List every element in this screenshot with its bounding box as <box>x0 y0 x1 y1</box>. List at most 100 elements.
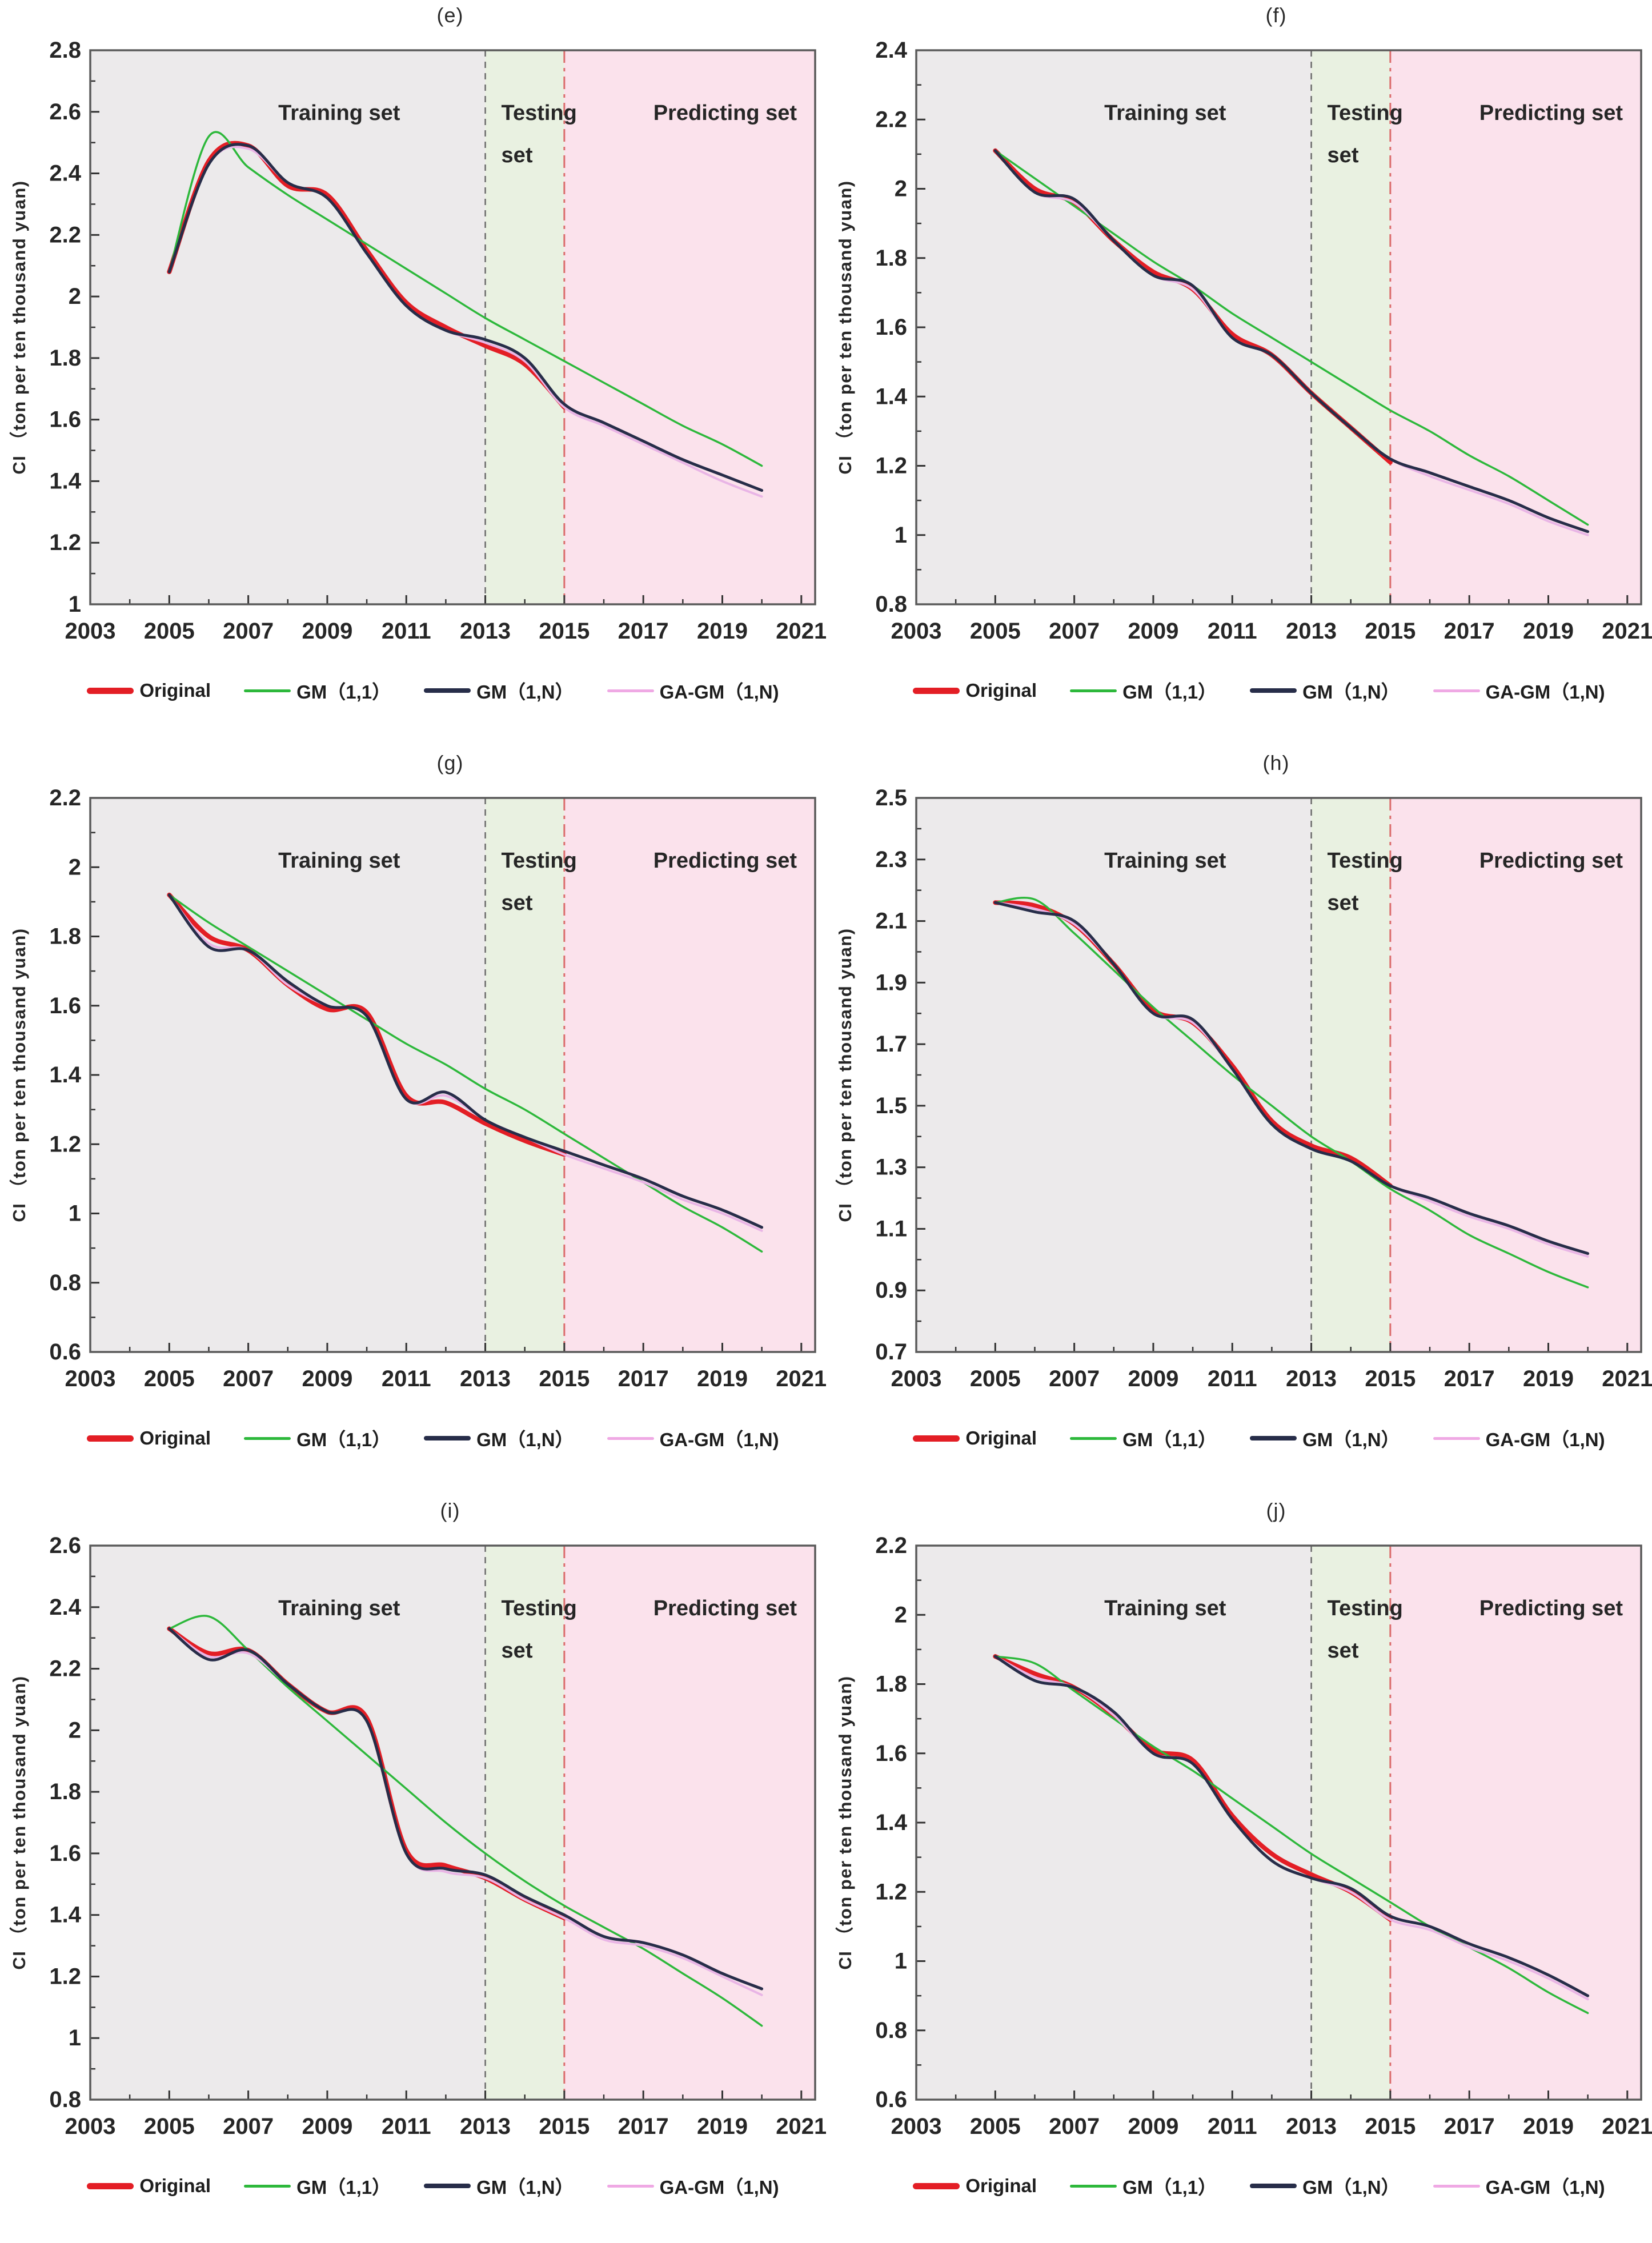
legend-swatch-2 <box>1250 2184 1297 2188</box>
legend-swatch-0 <box>87 687 134 694</box>
x-tick-label: 2021 <box>776 1366 826 1391</box>
x-tick-label: 2011 <box>1208 1366 1257 1391</box>
x-tick-label: 2013 <box>1286 2114 1337 2139</box>
testing-set-label-line2: set <box>1328 143 1359 167</box>
y-tick-label: 1.2 <box>875 1879 907 1904</box>
x-tick-label: 2021 <box>1602 1366 1652 1391</box>
x-tick-label: 2013 <box>1286 619 1337 644</box>
y-tick-label: 1 <box>69 1201 81 1226</box>
legend-item-0: Original <box>913 1427 1037 1449</box>
y-tick-label: 1.2 <box>875 454 907 479</box>
panel-g: (g) Training set Testing set Predicting set… <box>0 748 826 1495</box>
legend-item-1: GM（1,1） <box>244 1425 391 1452</box>
y-tick-label: 2 <box>69 284 81 309</box>
legend-swatch-3 <box>607 2184 654 2188</box>
predicting-region <box>1390 798 1641 1352</box>
y-tick-label: 1 <box>69 2025 81 2051</box>
training-region <box>916 50 1312 604</box>
legend-item-0: Original <box>87 2175 211 2197</box>
legend-swatch-3 <box>607 1437 654 1440</box>
legend-item-0: Original <box>87 680 211 701</box>
legend-swatch-3 <box>1433 2184 1480 2188</box>
y-tick-label: 0.8 <box>875 2018 907 2043</box>
series-original-line <box>167 892 567 1157</box>
predicting-region <box>564 798 815 1352</box>
plot-border <box>89 49 816 605</box>
legend-item-2: GM（1,N） <box>1250 677 1400 704</box>
legend-label-2: GM（1,N） <box>1302 1429 1400 1450</box>
y-tick-label: 1.8 <box>49 924 81 949</box>
y-tick-label: 2.1 <box>875 909 907 934</box>
legend-label-0: Original <box>965 1427 1037 1448</box>
legend-swatch-0 <box>87 2182 134 2189</box>
training-set-label: Training set <box>1104 1596 1226 1620</box>
x-tick-label: 2007 <box>223 2114 274 2139</box>
panel-e: (e) Training set Testing set Predicting set… <box>0 0 826 748</box>
legend-label-1: GM（1,1） <box>296 2177 391 2198</box>
legend-item-2: GM（1,N） <box>1250 2172 1400 2200</box>
legend-swatch-0 <box>913 1435 960 1442</box>
legend-label-1: GM（1,1） <box>1122 2177 1217 2198</box>
training-set-label: Training set <box>1104 849 1226 873</box>
x-tick-label: 2013 <box>460 619 511 644</box>
x-tick-label: 2015 <box>539 1366 590 1391</box>
testing-set-label-line2: set <box>502 143 533 167</box>
y-axis-title: CI （ton per ten thousand yuan) <box>835 928 855 1222</box>
x-tick-label: 2009 <box>302 2114 352 2139</box>
y-tick-label: 1.8 <box>875 1672 907 1697</box>
predicting-region <box>564 50 815 604</box>
panel-title-e: (e) <box>436 3 464 27</box>
series-gm11-line <box>168 894 763 1253</box>
legend-swatch-1 <box>1070 689 1117 692</box>
y-tick-label: 1.3 <box>875 1155 907 1180</box>
legend-item-2: GM（1,N） <box>1250 1425 1400 1452</box>
plot-border <box>915 1544 1642 2101</box>
legend-swatch-2 <box>424 2184 471 2188</box>
x-tick-label: 2003 <box>65 1366 116 1391</box>
legend-swatch-1 <box>244 1437 291 1440</box>
x-tick-label: 2007 <box>223 619 274 644</box>
y-tick-label: 2 <box>895 176 907 202</box>
testing-set-label: Testing <box>502 101 577 125</box>
y-tick-label: 1.4 <box>49 468 81 493</box>
y-tick-label: 1.6 <box>875 1741 907 1766</box>
legend-label-1: GM（1,1） <box>1122 681 1217 703</box>
legend-swatch-1 <box>244 2184 291 2188</box>
testing-set-label: Testing <box>502 1596 577 1620</box>
x-tick-label: 2017 <box>618 1366 669 1391</box>
training-region <box>90 1546 486 2100</box>
y-axis-title: CI （ton per ten thousand yuan) <box>835 180 855 474</box>
legend-label-3: GA-GM（1,N) <box>1485 681 1605 703</box>
testing-set-label-line2: set <box>1328 891 1359 915</box>
series-gm11-line <box>168 1615 763 2027</box>
y-tick-label: 0.8 <box>49 1270 81 1295</box>
y-tick-label: 0.6 <box>49 1339 81 1365</box>
predicting-region <box>1390 50 1641 604</box>
x-tick-label: 2003 <box>65 2114 116 2139</box>
legend-swatch-2 <box>424 1436 471 1441</box>
legend-swatch-3 <box>1433 689 1480 692</box>
training-region <box>90 798 486 1352</box>
predicting-set-label: Predicting set <box>1479 101 1623 125</box>
y-tick-label: 1 <box>69 592 81 617</box>
training-set-label: Training set <box>278 1596 400 1620</box>
y-tick-label: 1.6 <box>49 407 81 432</box>
panel-j: (j) Training set Testing set Predicting set… <box>826 1495 1652 2243</box>
x-tick-label: 2011 <box>382 619 431 644</box>
x-tick-label: 2005 <box>970 2114 1021 2139</box>
x-tick-label: 2013 <box>1286 1366 1337 1391</box>
legend-item-1: GM（1,1） <box>1070 677 1217 704</box>
y-tick-label: 2.8 <box>49 38 81 63</box>
legend-j: Original GM（1,1） GM（1,N） GA-GM（1,N) <box>826 2166 1652 2206</box>
legend-item-0: Original <box>87 1427 211 1449</box>
testing-region <box>485 798 564 1352</box>
y-axis-title: CI （ton per ten thousand yuan) <box>835 1675 855 1969</box>
series-gm1n-line <box>167 143 764 492</box>
y-tick-label: 0.7 <box>875 1339 907 1365</box>
y-tick-label: 2 <box>69 1718 81 1743</box>
legend-label-1: GM（1,1） <box>1122 1429 1217 1450</box>
y-tick-label: 2.6 <box>49 99 81 125</box>
testing-set-label: Testing <box>502 849 577 873</box>
x-tick-label: 2017 <box>618 619 669 644</box>
